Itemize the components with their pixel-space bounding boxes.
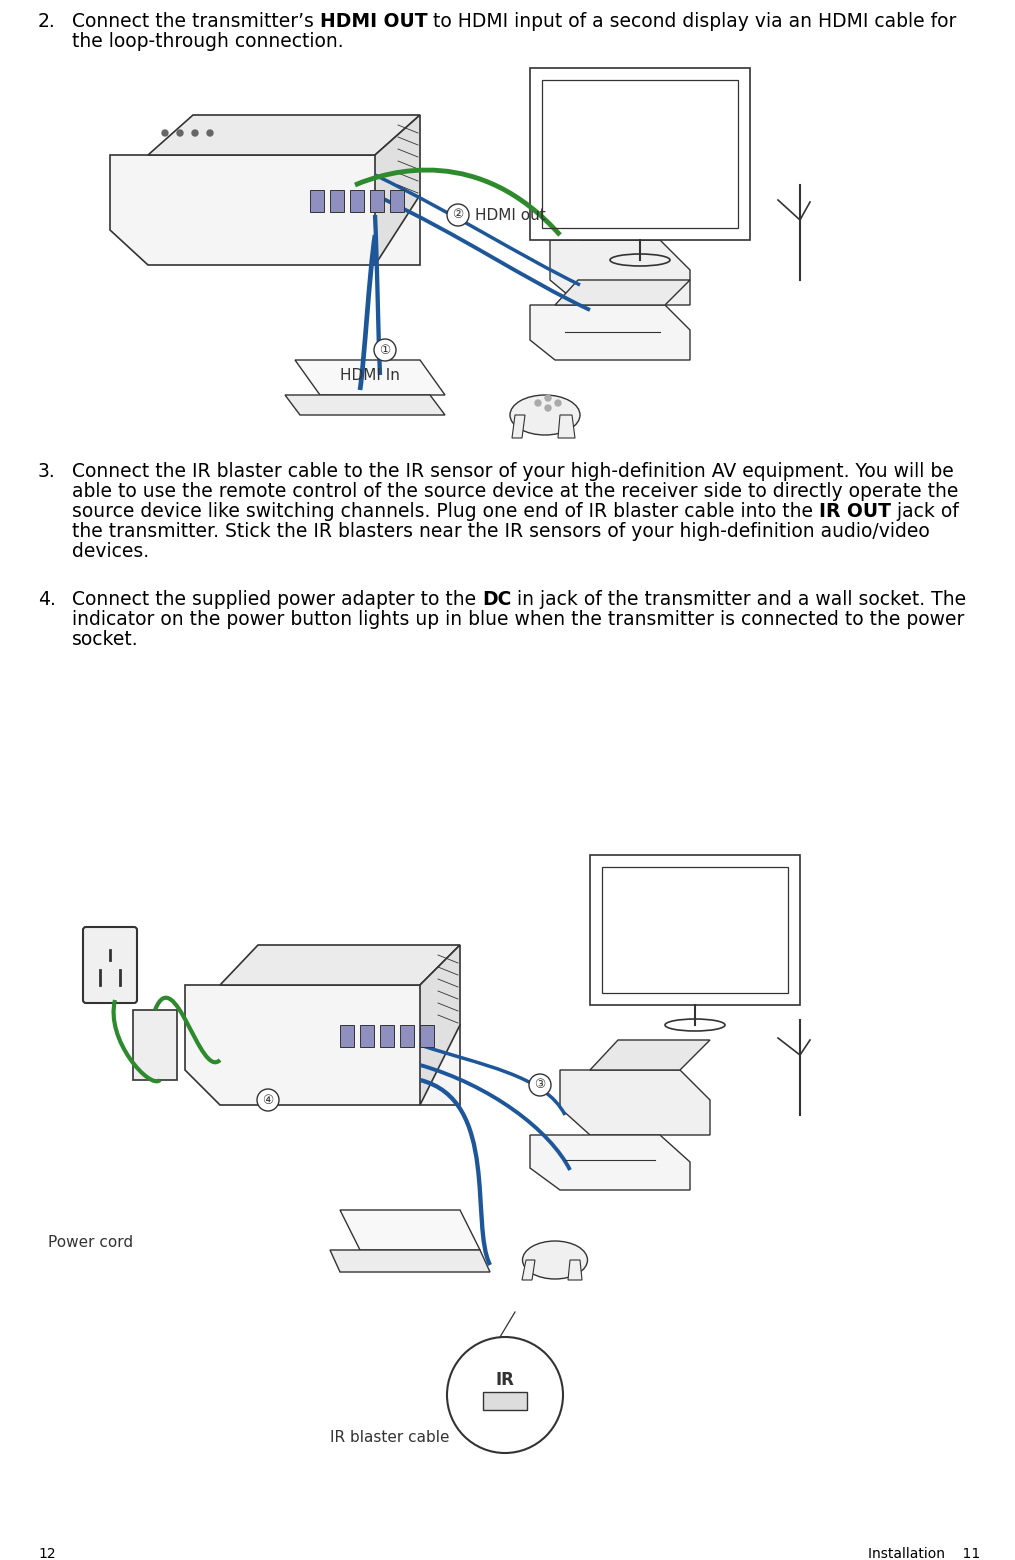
Text: 2.: 2. [38, 12, 56, 31]
Polygon shape [555, 279, 690, 306]
Text: Installation    11: Installation 11 [868, 1548, 980, 1560]
Text: HDMI OUT: HDMI OUT [320, 12, 427, 31]
Polygon shape [133, 1009, 177, 1080]
Circle shape [177, 129, 183, 136]
Polygon shape [512, 415, 525, 438]
Text: able to use the remote control of the source device at the receiver side to dire: able to use the remote control of the so… [72, 482, 958, 501]
Text: Connect the transmitter’s: Connect the transmitter’s [72, 12, 320, 31]
Text: HDMI In: HDMI In [340, 368, 400, 384]
Bar [483, 1392, 527, 1410]
Polygon shape [560, 1070, 710, 1136]
Polygon shape [530, 1136, 690, 1190]
Text: 3.: 3. [38, 462, 56, 480]
Text: source device like switching channels. Plug one end of IR blaster cable into the: source device like switching channels. P… [72, 502, 819, 521]
Polygon shape [330, 1250, 490, 1271]
Text: the transmitter. Stick the IR blasters near the IR sensors of your high-definiti: the transmitter. Stick the IR blasters n… [72, 523, 930, 541]
Bar [590, 855, 800, 1005]
Text: 4.: 4. [38, 590, 56, 608]
Polygon shape [590, 1041, 710, 1070]
Polygon shape [220, 945, 460, 984]
Polygon shape [558, 415, 576, 438]
Text: Connect the IR blaster cable to the IR sensor of your high-definition AV equipme: Connect the IR blaster cable to the IR s… [72, 462, 954, 480]
Polygon shape [310, 190, 324, 212]
Polygon shape [148, 115, 420, 154]
Text: IR OUT: IR OUT [819, 502, 891, 521]
Polygon shape [380, 1025, 394, 1047]
Text: devices.: devices. [72, 541, 149, 562]
Polygon shape [340, 1025, 354, 1047]
FancyBboxPatch shape [83, 927, 137, 1003]
Text: DC: DC [482, 590, 512, 608]
Text: socket.: socket. [72, 630, 139, 649]
Circle shape [162, 129, 168, 136]
Polygon shape [285, 395, 445, 415]
Bar [602, 867, 788, 994]
Circle shape [545, 406, 551, 410]
Polygon shape [400, 1025, 414, 1047]
Ellipse shape [523, 1242, 588, 1279]
Bar [530, 69, 750, 240]
Circle shape [192, 129, 198, 136]
Circle shape [447, 204, 469, 226]
Text: Connect the supplied power adapter to the: Connect the supplied power adapter to th… [72, 590, 482, 608]
Polygon shape [420, 1025, 434, 1047]
Circle shape [207, 129, 213, 136]
Circle shape [555, 399, 561, 406]
Text: ③: ③ [534, 1078, 546, 1092]
Text: ②: ② [453, 209, 464, 222]
Polygon shape [350, 190, 364, 212]
Polygon shape [360, 1025, 374, 1047]
Text: the loop-through connection.: the loop-through connection. [72, 33, 344, 51]
Polygon shape [530, 306, 690, 360]
Polygon shape [550, 240, 690, 306]
Polygon shape [390, 190, 404, 212]
Bar [542, 80, 738, 228]
Text: IR blaster cable: IR blaster cable [330, 1431, 450, 1445]
Polygon shape [340, 1211, 480, 1250]
Text: ①: ① [380, 343, 391, 357]
Text: ④: ④ [262, 1094, 274, 1106]
Text: HDMI out: HDMI out [475, 207, 546, 223]
Polygon shape [522, 1260, 535, 1281]
Text: to HDMI input of a second display via an HDMI cable for: to HDMI input of a second display via an… [427, 12, 957, 31]
Polygon shape [580, 211, 690, 240]
Circle shape [529, 1073, 551, 1097]
Polygon shape [568, 1260, 582, 1281]
Polygon shape [110, 154, 420, 265]
Polygon shape [330, 190, 344, 212]
Text: 12: 12 [38, 1548, 56, 1560]
Circle shape [447, 1337, 563, 1452]
Circle shape [257, 1089, 279, 1111]
Text: jack of: jack of [891, 502, 959, 521]
Circle shape [535, 399, 541, 406]
Text: indicator on the power button lights up in blue when the transmitter is connecte: indicator on the power button lights up … [72, 610, 964, 629]
Text: in jack of the transmitter and a wall socket. The: in jack of the transmitter and a wall so… [512, 590, 966, 608]
Polygon shape [295, 360, 445, 395]
Polygon shape [370, 190, 384, 212]
Circle shape [545, 395, 551, 401]
Circle shape [374, 339, 396, 360]
Text: IR: IR [495, 1371, 515, 1388]
Polygon shape [375, 115, 420, 265]
Polygon shape [420, 945, 460, 1104]
Text: Power cord: Power cord [48, 1236, 133, 1250]
Polygon shape [185, 984, 460, 1104]
Ellipse shape [510, 395, 580, 435]
